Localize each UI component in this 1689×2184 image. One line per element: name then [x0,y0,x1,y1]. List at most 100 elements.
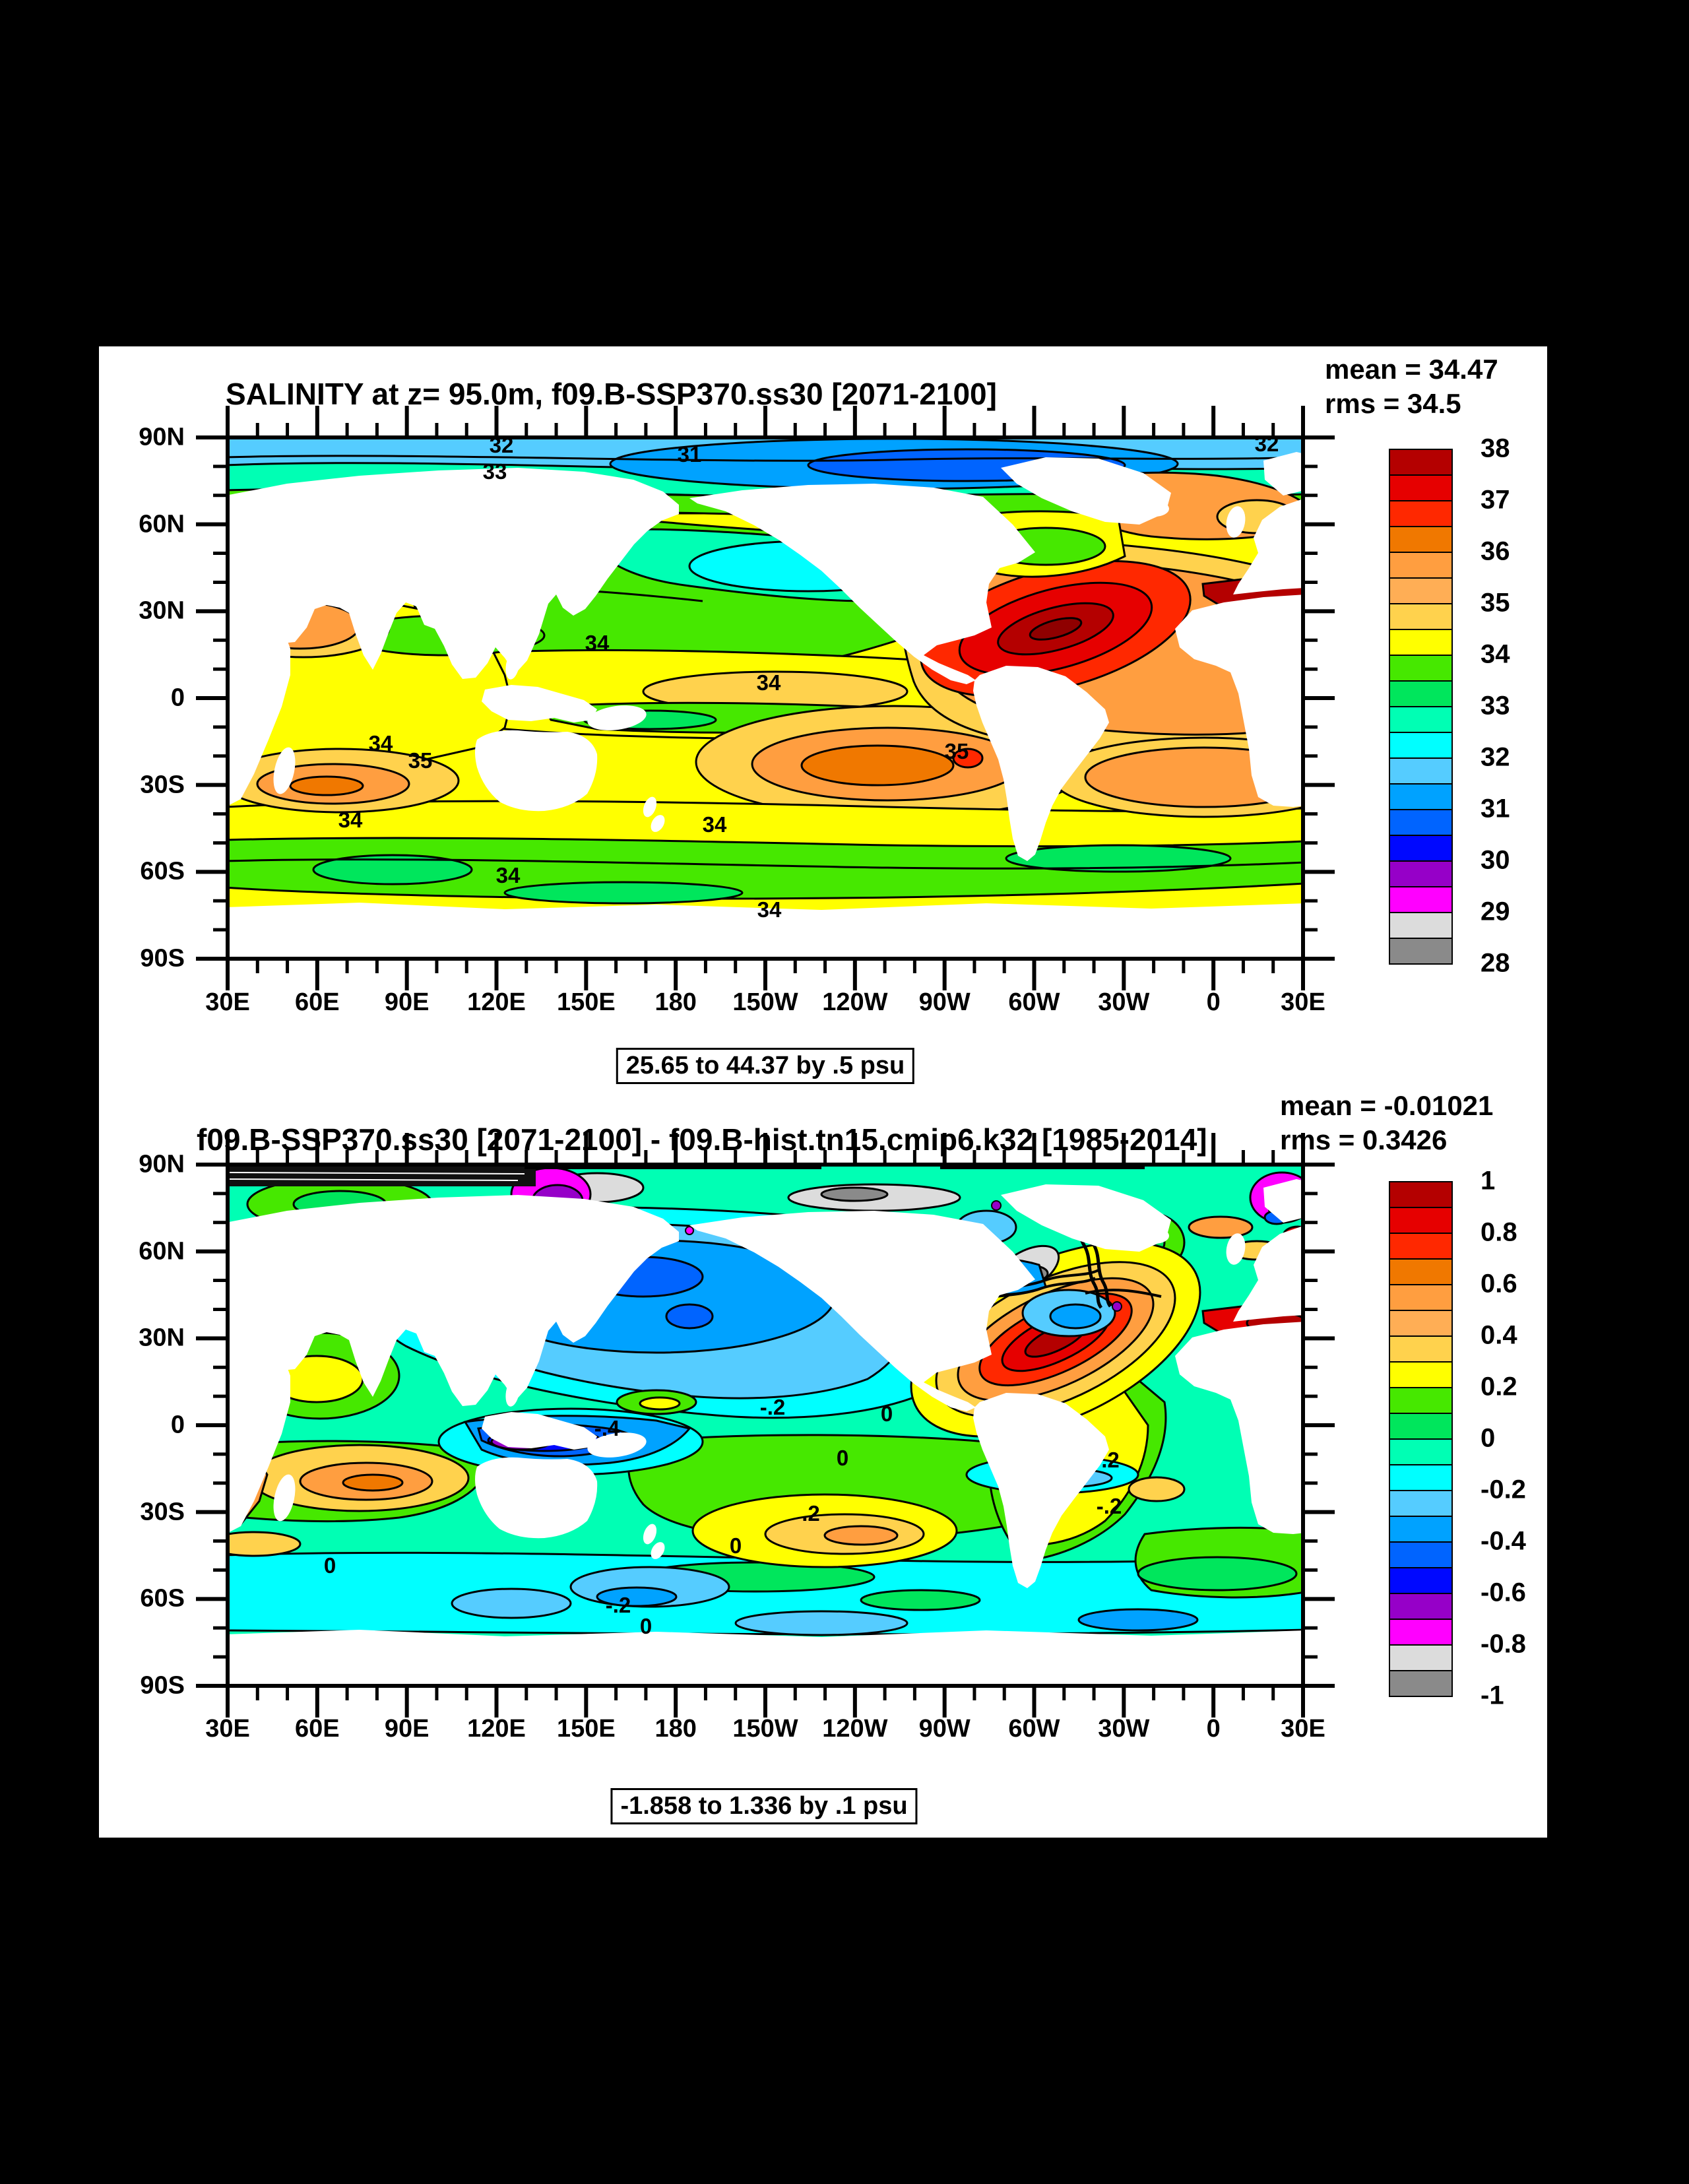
top-map-x-axis-labels: 30E 60E 90E 120E 150E 180 150W 120W 90W 60W 30W 0 30… [205,988,1325,1021]
y-axis-tick-label: 30N [139,1324,185,1352]
x-axis-tick-label: 90W [918,988,971,1016]
colorbar-cell [1389,1413,1453,1440]
salinity-ocean-field [228,437,1303,959]
y-axis-tick-label: 30N [139,596,185,625]
colorbar-cell [1389,860,1453,887]
top-map-y-axis-labels: 90N 60N 30N 0 30S 60S 90S [99,424,185,973]
x-axis-tick-label: 30W [1098,988,1150,1016]
bottom-map-stats: mean = -0.01021 rms = 0.3426 [1280,1089,1493,1157]
colorbar-tick-label: 33 [1481,691,1510,721]
colorbar-tick-label: 0.2 [1481,1372,1517,1401]
x-axis-tick-label: 150W [732,988,798,1016]
y-axis-tick-label: 30S [140,771,185,799]
colorbar-cell [1389,1181,1453,1208]
y-axis-tick-label: 90S [140,944,185,973]
bottom-colorbar-labels: 1 0.8 0.6 0.4 0.2 0 -0.2 -0.4 -0.6 -0.8 -1 [1481,1167,1560,1710]
x-axis-tick-label: 30E [1281,988,1325,1016]
colorbar-cell [1389,1644,1453,1671]
difference-ocean-field [228,1165,1303,1686]
colorbar-cell [1389,757,1453,785]
x-axis-tick-label: 120W [822,988,888,1016]
colorbar-cell [1389,809,1453,836]
bottom-map-x-axis-labels: 30E 60E 90E 120E 150E 180 150W 120W 90W 60W 30W 0 30… [205,1715,1325,1748]
colorbar-tick-label: 30 [1481,845,1510,875]
top-map-title: SALINITY at z= 95.0m, f09.B-SSP370.ss30 … [226,377,997,411]
x-axis-tick-label: 30W [1098,1715,1150,1743]
colorbar-cell [1389,1438,1453,1465]
x-axis-tick-label: 150E [556,1715,616,1743]
colorbar-cell [1389,1310,1453,1337]
x-axis-tick-label: 60E [295,1715,340,1743]
colorbar-cell [1389,1567,1453,1594]
top-range-caption: 25.65 to 44.37 by .5 psu [616,1048,915,1084]
bottom-mean-value: mean = -0.01021 [1280,1090,1494,1121]
colorbar-tick-label: 34 [1481,639,1510,669]
colorbar-cell [1389,655,1453,682]
colorbar-cell [1389,1593,1453,1620]
colorbar-cell [1389,783,1453,810]
colorbar-tick-label: 38 [1481,434,1510,463]
x-axis-tick-label: 150E [556,988,616,1016]
colorbar-tick-label: -0.4 [1481,1526,1526,1556]
y-axis-tick-label: 30S [140,1498,185,1526]
y-axis-tick-label: 60N [139,510,185,538]
colorbar-cell [1389,577,1453,604]
bottom-rms-value: rms = 0.3426 [1280,1124,1448,1155]
colorbar-cell [1389,912,1453,939]
bottom-colorbar [1389,1181,1453,1697]
colorbar-cell [1389,1361,1453,1388]
x-axis-tick-label: 0 [1206,1715,1221,1743]
x-axis-tick-label: 30E [205,1715,250,1743]
colorbar-cell [1389,552,1453,579]
colorbar-tick-label: -1 [1481,1681,1504,1710]
colorbar-cell [1389,1490,1453,1517]
salinity-map [187,404,1341,998]
y-axis-tick-label: 90S [140,1671,185,1700]
colorbar-cell [1389,1233,1453,1260]
bottom-range-caption: -1.858 to 1.336 by .1 psu [610,1788,918,1824]
colorbar-cell [1389,1387,1453,1414]
y-axis-tick-label: 60S [140,857,185,885]
colorbar-tick-label: 0 [1481,1423,1496,1453]
colorbar-cell [1389,706,1453,733]
colorbar-tick-label: -0.8 [1481,1629,1526,1659]
colorbar-tick-label: 32 [1481,742,1510,772]
colorbar-cell [1389,1516,1453,1543]
colorbar-cell [1389,629,1453,656]
colorbar-cell [1389,526,1453,553]
y-axis-tick-label: 60N [139,1237,185,1266]
colorbar-cell [1389,732,1453,759]
colorbar-tick-label: 1 [1481,1166,1496,1196]
x-axis-tick-label: 180 [654,988,697,1016]
x-axis-tick-label: 30E [205,988,250,1016]
bottom-map-title: f09.B-SSP370.ss30 [2071-2100] - f09.B-hi… [197,1122,1207,1157]
x-axis-tick-label: 120W [822,1715,888,1743]
x-axis-tick-label: 60W [1008,988,1060,1016]
x-axis-tick-label: 120E [467,988,526,1016]
x-axis-tick-label: 120E [467,1715,526,1743]
colorbar-cell [1389,474,1453,501]
colorbar-cell [1389,938,1453,965]
north-atlantic-salinity-maximum [920,560,1192,698]
colorbar-tick-label: 0.4 [1481,1320,1517,1350]
y-axis-tick-label: 0 [170,1411,185,1439]
colorbar-cell [1389,1284,1453,1311]
x-axis-tick-label: 0 [1206,988,1221,1016]
x-axis-tick-label: 30E [1281,1715,1325,1743]
colorbar-tick-label: 0.8 [1481,1217,1517,1247]
top-mean-value: mean = 34.47 [1325,354,1498,385]
top-map-stats: mean = 34.47 rms = 34.5 [1325,352,1498,421]
bottom-map-y-axis-labels: 90N 60N 30N 0 30S 60S 90S [99,1151,185,1700]
top-colorbar [1389,449,1453,965]
x-axis-tick-label: 180 [654,1715,697,1743]
x-axis-tick-label: 90E [384,988,430,1016]
x-axis-tick-label: 60E [295,988,340,1016]
colorbar-cell [1389,500,1453,527]
colorbar-cell [1389,1335,1453,1363]
x-axis-tick-label: 90E [384,1715,430,1743]
colorbar-tick-label: 28 [1481,948,1510,978]
y-axis-tick-label: 90N [139,423,185,451]
colorbar-tick-label: 37 [1481,485,1510,515]
x-axis-tick-label: 150W [732,1715,798,1743]
